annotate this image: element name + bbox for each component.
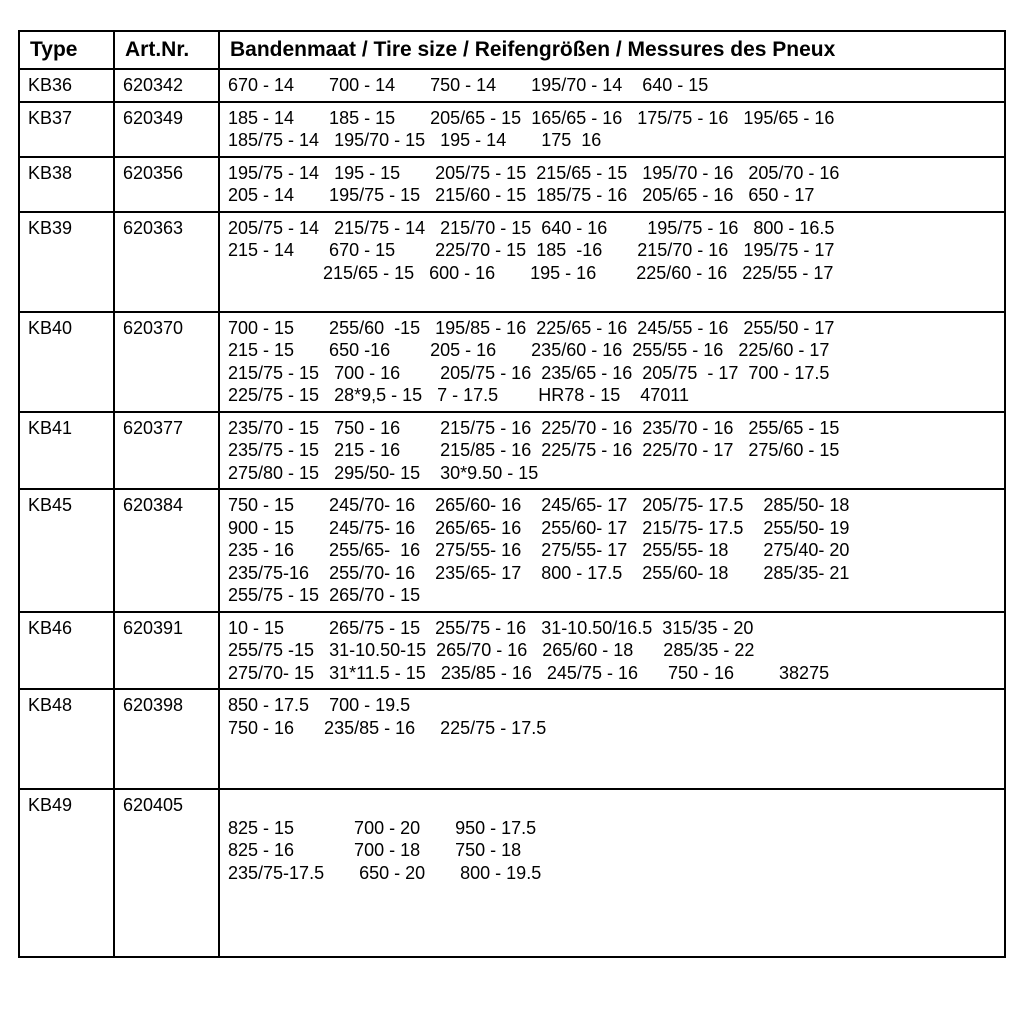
cell-sizes: 195/75 - 14 195 - 15 205/75 - 15 215/65 … — [219, 157, 1005, 212]
cell-art: 620398 — [114, 689, 219, 789]
table-row: KB4662039110 - 15 265/75 - 15 255/75 - 1… — [19, 612, 1005, 690]
cell-sizes: 235/70 - 15 750 - 16 215/75 - 16 225/70 … — [219, 412, 1005, 490]
cell-art: 620384 — [114, 489, 219, 612]
cell-type: KB48 — [19, 689, 114, 789]
cell-type: KB45 — [19, 489, 114, 612]
table-row: KB41620377235/70 - 15 750 - 16 215/75 - … — [19, 412, 1005, 490]
cell-art: 620370 — [114, 312, 219, 412]
header-sizes: Bandenmaat / Tire size / Reifengrößen / … — [219, 31, 1005, 69]
cell-type: KB40 — [19, 312, 114, 412]
cell-art: 620377 — [114, 412, 219, 490]
table-row: KB39620363205/75 - 14 215/75 - 14 215/70… — [19, 212, 1005, 312]
cell-sizes: 10 - 15 265/75 - 15 255/75 - 16 31-10.50… — [219, 612, 1005, 690]
cell-sizes: 185 - 14 185 - 15 205/65 - 15 165/65 - 1… — [219, 102, 1005, 157]
table-row: KB37620349185 - 14 185 - 15 205/65 - 15 … — [19, 102, 1005, 157]
cell-art: 620349 — [114, 102, 219, 157]
cell-type: KB39 — [19, 212, 114, 312]
table-row: KB45620384750 - 15 245/70- 16 265/60- 16… — [19, 489, 1005, 612]
tire-size-table: Type Art.Nr. Bandenmaat / Tire size / Re… — [18, 30, 1006, 958]
cell-type: KB46 — [19, 612, 114, 690]
cell-art: 620342 — [114, 69, 219, 102]
cell-sizes: 750 - 15 245/70- 16 265/60- 16 245/65- 1… — [219, 489, 1005, 612]
cell-art: 620405 — [114, 789, 219, 957]
table-row: KB38620356195/75 - 14 195 - 15 205/75 - … — [19, 157, 1005, 212]
header-type: Type — [19, 31, 114, 69]
header-art: Art.Nr. — [114, 31, 219, 69]
cell-sizes: 825 - 15 700 - 20 950 - 17.5825 - 16 700… — [219, 789, 1005, 957]
table-row: KB48620398850 - 17.5 700 - 19.5750 - 16 … — [19, 689, 1005, 789]
cell-art: 620391 — [114, 612, 219, 690]
table-row: KB36620342670 - 14 700 - 14 750 - 14 195… — [19, 69, 1005, 102]
cell-type: KB38 — [19, 157, 114, 212]
cell-sizes: 850 - 17.5 700 - 19.5750 - 16 235/85 - 1… — [219, 689, 1005, 789]
cell-type: KB36 — [19, 69, 114, 102]
cell-type: KB49 — [19, 789, 114, 957]
cell-sizes: 205/75 - 14 215/75 - 14 215/70 - 15 640 … — [219, 212, 1005, 312]
table-row: KB49620405825 - 15 700 - 20 950 - 17.582… — [19, 789, 1005, 957]
cell-type: KB41 — [19, 412, 114, 490]
table-row: KB40620370700 - 15 255/60 -15 195/85 - 1… — [19, 312, 1005, 412]
cell-type: KB37 — [19, 102, 114, 157]
cell-sizes: 700 - 15 255/60 -15 195/85 - 16 225/65 -… — [219, 312, 1005, 412]
cell-art: 620356 — [114, 157, 219, 212]
header-row: Type Art.Nr. Bandenmaat / Tire size / Re… — [19, 31, 1005, 69]
cell-sizes: 670 - 14 700 - 14 750 - 14 195/70 - 14 6… — [219, 69, 1005, 102]
cell-art: 620363 — [114, 212, 219, 312]
